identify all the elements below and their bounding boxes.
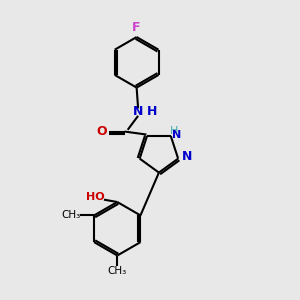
Text: CH₃: CH₃ [61, 210, 81, 220]
Text: H: H [147, 106, 158, 118]
Text: HO: HO [86, 192, 104, 202]
Text: N: N [172, 130, 181, 140]
Text: H: H [169, 126, 178, 136]
Text: F: F [132, 21, 141, 34]
Text: CH₃: CH₃ [108, 266, 127, 276]
Text: O: O [96, 125, 107, 138]
Text: N: N [182, 150, 192, 163]
Text: N: N [133, 106, 143, 118]
